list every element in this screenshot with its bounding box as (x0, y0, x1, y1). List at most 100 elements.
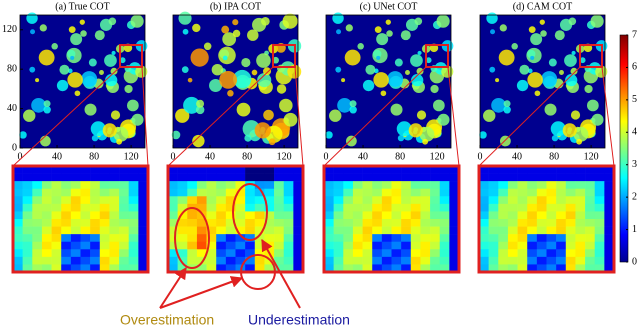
zoom-cell (527, 241, 538, 250)
zoom-cell (283, 181, 294, 190)
cloud (67, 72, 83, 88)
zoom-frame (477, 164, 616, 274)
zoom-cell (604, 166, 615, 174)
zoom-cell (401, 211, 412, 220)
zoom-cell (206, 188, 217, 197)
zoom-cell (80, 241, 91, 250)
zoom-cell (488, 203, 499, 212)
zoom-cell (546, 264, 557, 273)
zoom-cell (439, 181, 450, 190)
zoom-cell (381, 173, 392, 182)
zoom-cell (585, 203, 596, 212)
cloud (345, 24, 353, 32)
zoom-cell (225, 256, 236, 265)
zoom-cell (41, 234, 52, 243)
zoom-cell (22, 226, 33, 235)
zoom-cell (274, 173, 285, 182)
zoom-cell (324, 234, 334, 243)
cloud (110, 67, 118, 75)
cloud (562, 123, 577, 138)
zoom-cell (585, 173, 596, 182)
zoom-cell (80, 173, 91, 182)
zoom-cell (254, 219, 265, 227)
zoom-cell (99, 264, 110, 273)
zoom-cell (41, 219, 52, 227)
zoom-cell (507, 256, 518, 265)
zoom-cell (32, 234, 43, 243)
zoom-cell (410, 241, 421, 250)
zoom-cell (168, 264, 178, 273)
arrow (159, 276, 244, 309)
cloud (417, 50, 422, 56)
zoom-cell (80, 249, 91, 258)
zoom-cell (556, 181, 567, 190)
zoom-cell (604, 226, 615, 235)
zoom-cell (594, 166, 605, 174)
zoom-cell (536, 211, 547, 220)
over-label: Overestimation (120, 312, 214, 328)
cloud (263, 109, 274, 121)
zoom-cell (196, 241, 207, 250)
zoom-cell (283, 241, 294, 250)
zoom-cell (264, 203, 275, 212)
cloud (102, 123, 117, 138)
zoom-cell (527, 173, 538, 182)
zoom-cell (216, 226, 227, 235)
zoom-cell (32, 173, 43, 182)
zoom-cell (536, 219, 547, 227)
cloud (232, 29, 241, 38)
zoom-cell (498, 188, 509, 197)
zoom-cell (498, 219, 509, 227)
zoom-cell (343, 219, 354, 227)
zoom-cell (604, 196, 615, 205)
zoom-cell (565, 188, 576, 197)
zoom-cell (420, 203, 431, 212)
zoom-cell (439, 188, 450, 197)
zoom-cell (99, 234, 110, 243)
zoom-cell (245, 219, 256, 227)
zoom-cell (372, 173, 383, 182)
zoom-cell (324, 249, 334, 258)
zoom-cell (488, 264, 499, 273)
cloud (394, 58, 403, 67)
zoom-cell (585, 219, 596, 227)
cloud (550, 121, 566, 137)
zoom-cell (254, 241, 265, 250)
zoom-cell (449, 256, 460, 265)
zoom-cell (51, 234, 62, 243)
zoom-cell (70, 241, 81, 250)
zoom-cell (109, 219, 120, 227)
zoom-cell (235, 188, 246, 197)
zoom-cell (439, 196, 450, 205)
cloud (373, 72, 389, 88)
zoom-cell (479, 181, 489, 190)
zoom-cell (216, 196, 227, 205)
zoom-cell (343, 166, 354, 174)
panel-title: (a) True COT (55, 1, 109, 12)
zoom-cell (575, 211, 586, 220)
zoom-cell (410, 203, 421, 212)
zoom-cell (119, 196, 130, 205)
zoom-cell (401, 226, 412, 235)
zoom-cell (70, 249, 81, 258)
zoom-cell (225, 166, 236, 174)
zoom-cell (585, 181, 596, 190)
zoom-cell (168, 241, 178, 250)
zoom-cell (594, 181, 605, 190)
cloud (244, 134, 252, 142)
zoom-cell (196, 188, 207, 197)
cloud (511, 43, 518, 50)
zoom-cell (187, 256, 198, 265)
zoom-cell (128, 188, 139, 197)
zoom-cell (585, 234, 596, 243)
zoom-cell (206, 211, 217, 220)
zoom-cell (575, 203, 586, 212)
zoom-cell (527, 166, 538, 174)
zoom-cell (449, 181, 460, 190)
zoom-cell (479, 249, 489, 258)
cloud (419, 126, 435, 142)
zoom-cell (546, 181, 557, 190)
cloud (349, 106, 357, 114)
zoom-cell (575, 173, 586, 182)
zoom-cell (507, 226, 518, 235)
